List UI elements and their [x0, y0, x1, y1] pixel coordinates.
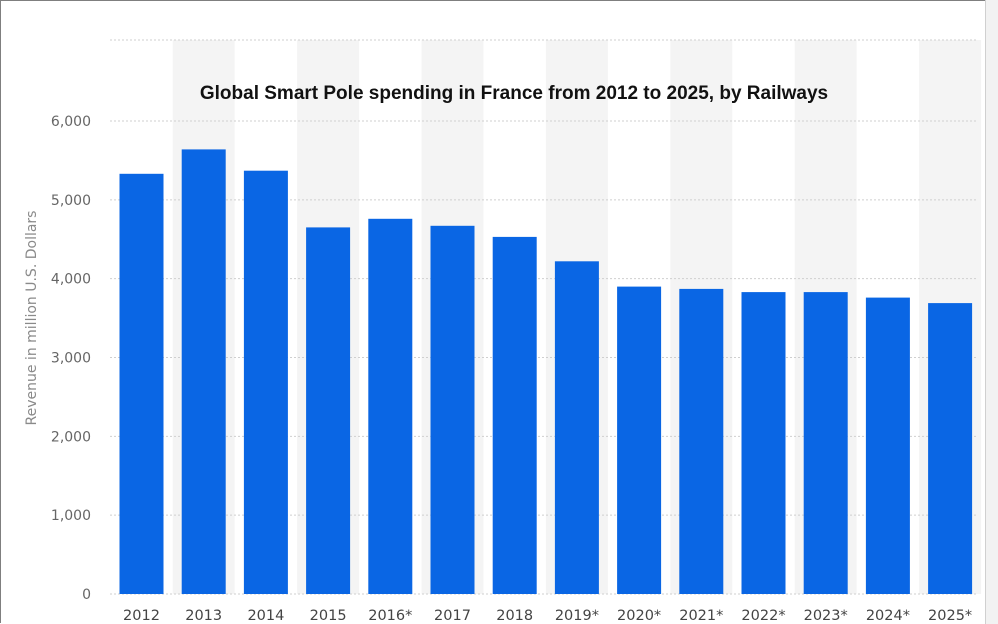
- bar-2018: [492, 236, 537, 594]
- x-tick-label: 2014: [247, 608, 284, 624]
- bar-2017: [430, 225, 475, 595]
- x-tick-label: 2023*: [804, 608, 848, 624]
- x-tick-label: 2022*: [741, 608, 785, 624]
- x-tick-label: 2016*: [368, 608, 412, 624]
- x-tick-label: 2013: [185, 608, 222, 624]
- bar-2012: [119, 173, 164, 595]
- bar-2024*: [865, 297, 910, 594]
- y-tick-label: 3,000: [51, 351, 91, 367]
- y-axis-ticks: 0 1,000 2,000 3,000 4,000 5,000 6,000: [51, 114, 91, 603]
- y-tick-label: 5,000: [51, 193, 91, 209]
- bar-2019*: [554, 261, 599, 594]
- y-tick-label: 2,000: [51, 429, 91, 445]
- chart-title: Global Smart Pole spending in France fro…: [200, 83, 828, 104]
- bars: [119, 149, 973, 595]
- y-tick-label: 4,000: [51, 272, 91, 288]
- y-tick-label: 1,000: [51, 508, 91, 524]
- x-tick-label: 2015: [310, 608, 347, 624]
- y-tick-label: 0: [82, 587, 91, 603]
- bar-2016*: [368, 218, 413, 595]
- bar-2020*: [617, 286, 662, 594]
- bar-2015: [306, 227, 351, 594]
- y-tick-label: 6,000: [51, 114, 91, 130]
- y-axis-label: Revenue in million U.S. Dollars: [24, 211, 40, 426]
- x-tick-label: 2019*: [555, 608, 599, 624]
- x-tick-label: 2020*: [617, 608, 661, 624]
- bar-2022*: [741, 292, 786, 594]
- bar-2013: [181, 149, 226, 594]
- bar-2014: [243, 170, 288, 594]
- x-axis-ticks: 2012 2013 2014 2015 2016* 2017 2018 2019* 2020* 2…: [123, 608, 972, 624]
- x-tick-label: 2017: [434, 608, 471, 624]
- bar-2023*: [803, 292, 848, 594]
- x-tick-label: 2024*: [866, 608, 910, 624]
- x-tick-label: 2021*: [679, 608, 723, 624]
- bar-2021*: [679, 288, 724, 594]
- x-tick-label: 2025*: [928, 608, 972, 624]
- window-edge: [985, 0, 998, 624]
- bar-2025*: [928, 303, 973, 594]
- x-tick-label: 2018: [496, 608, 533, 624]
- x-tick-label: 2012: [123, 608, 160, 624]
